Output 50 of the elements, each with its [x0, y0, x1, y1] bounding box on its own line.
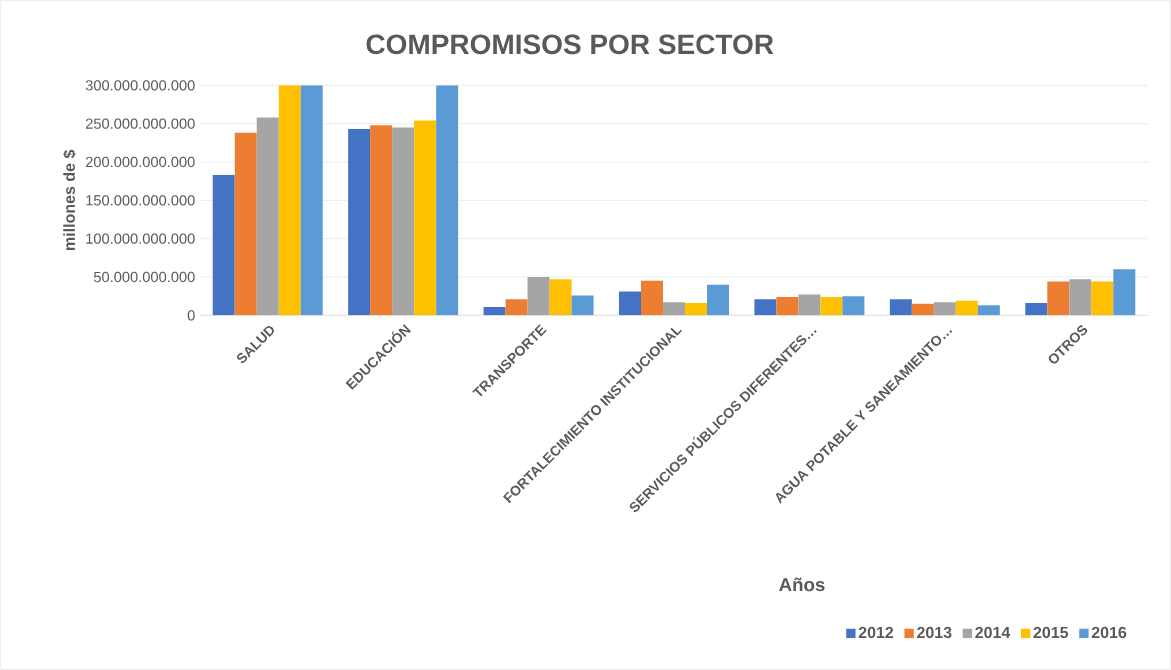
legend-label: 2013 — [917, 626, 952, 639]
y-tick-label: 50.000.000.000 — [93, 271, 195, 283]
y-tick-label: 150.000.000.000 — [86, 195, 195, 206]
bar — [256, 117, 279, 316]
bar — [1025, 303, 1048, 316]
bar — [234, 132, 257, 316]
y-tick-label: 250.000.000.000 — [85, 118, 195, 129]
legend-label: 2015 — [1033, 626, 1069, 639]
bar — [348, 129, 371, 316]
bar — [842, 296, 865, 316]
bar — [505, 299, 528, 316]
legend-label: 2016 — [1091, 626, 1127, 639]
x-axis-title: Años — [779, 577, 825, 592]
bar — [933, 302, 956, 316]
bar — [483, 306, 506, 316]
bar — [436, 85, 459, 316]
bar — [619, 291, 641, 316]
bar — [571, 295, 594, 316]
bar — [820, 296, 843, 316]
bar — [685, 303, 707, 316]
bar — [663, 302, 685, 316]
bar — [370, 125, 393, 316]
chart-title: COMPROMISOS POR SECTOR — [366, 34, 774, 55]
bar — [889, 299, 912, 316]
legend-label: 2012 — [858, 626, 894, 639]
bar — [754, 299, 777, 316]
y-tick-label: 100.000.000.000 — [86, 233, 195, 244]
bar — [641, 280, 663, 316]
bar — [392, 127, 415, 316]
y-tick-label: 0 — [187, 310, 195, 321]
y-tick-label: 200.000.000.000 — [85, 156, 195, 168]
y-tick-label: 300.000.000.000 — [85, 80, 195, 91]
bar — [300, 85, 323, 316]
bar — [1113, 269, 1136, 316]
y-axis-title: millones de $ — [62, 149, 77, 250]
legend-label: 2014 — [975, 626, 1011, 639]
bar — [776, 296, 799, 316]
bar — [212, 175, 235, 316]
bar — [549, 279, 572, 316]
bar — [707, 284, 729, 316]
bar — [414, 120, 437, 316]
bar — [798, 294, 821, 316]
bar — [1091, 281, 1114, 316]
bar — [527, 276, 550, 316]
bar — [1069, 279, 1092, 316]
bar — [955, 300, 978, 316]
bar — [278, 85, 301, 316]
bar — [1047, 281, 1070, 316]
bar — [977, 305, 1000, 316]
bar — [911, 303, 934, 316]
